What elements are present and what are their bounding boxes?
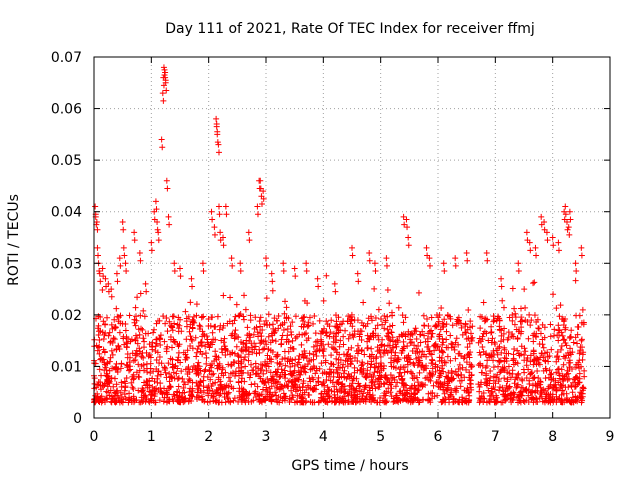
data-points (91, 64, 588, 406)
y-tick-label: 0.05 (51, 153, 82, 169)
x-tick-label: 6 (434, 429, 443, 445)
chart-title: Day 111 of 2021, Rate Of TEC Index for r… (165, 21, 535, 37)
x-tick-label: 8 (548, 429, 557, 445)
y-tick-label: 0.03 (51, 256, 82, 272)
x-axis-label: GPS time / hours (291, 458, 408, 474)
y-tick-label: 0 (73, 411, 82, 427)
plot-frame (93, 56, 611, 419)
grid-lines (94, 57, 610, 418)
x-tick-label: 2 (204, 429, 213, 445)
y-tick-label: 0.07 (51, 50, 82, 66)
roti-series-points (91, 64, 588, 406)
x-tick-label: 4 (319, 429, 328, 445)
y-tick-label: 0.04 (51, 205, 82, 221)
x-tick-label: 5 (376, 429, 385, 445)
x-tick-label: 3 (262, 429, 271, 445)
axis-ticks (93, 56, 611, 419)
y-tick-label: 0.06 (51, 102, 82, 118)
y-tick-label: 0.02 (51, 308, 82, 324)
y-tick-labels: 0 0.01 0.02 0.03 0.04 0.05 0.06 0.07 (51, 50, 82, 427)
y-axis-label: ROTI / TECUs (6, 194, 22, 286)
x-tick-label: 1 (147, 429, 156, 445)
x-tick-label: 0 (90, 429, 99, 445)
x-tick-label: 7 (491, 429, 500, 445)
y-tick-label: 0.01 (51, 359, 82, 375)
x-tick-labels: 0 1 2 3 4 5 6 7 8 9 (90, 429, 615, 445)
x-tick-label: 9 (606, 429, 615, 445)
